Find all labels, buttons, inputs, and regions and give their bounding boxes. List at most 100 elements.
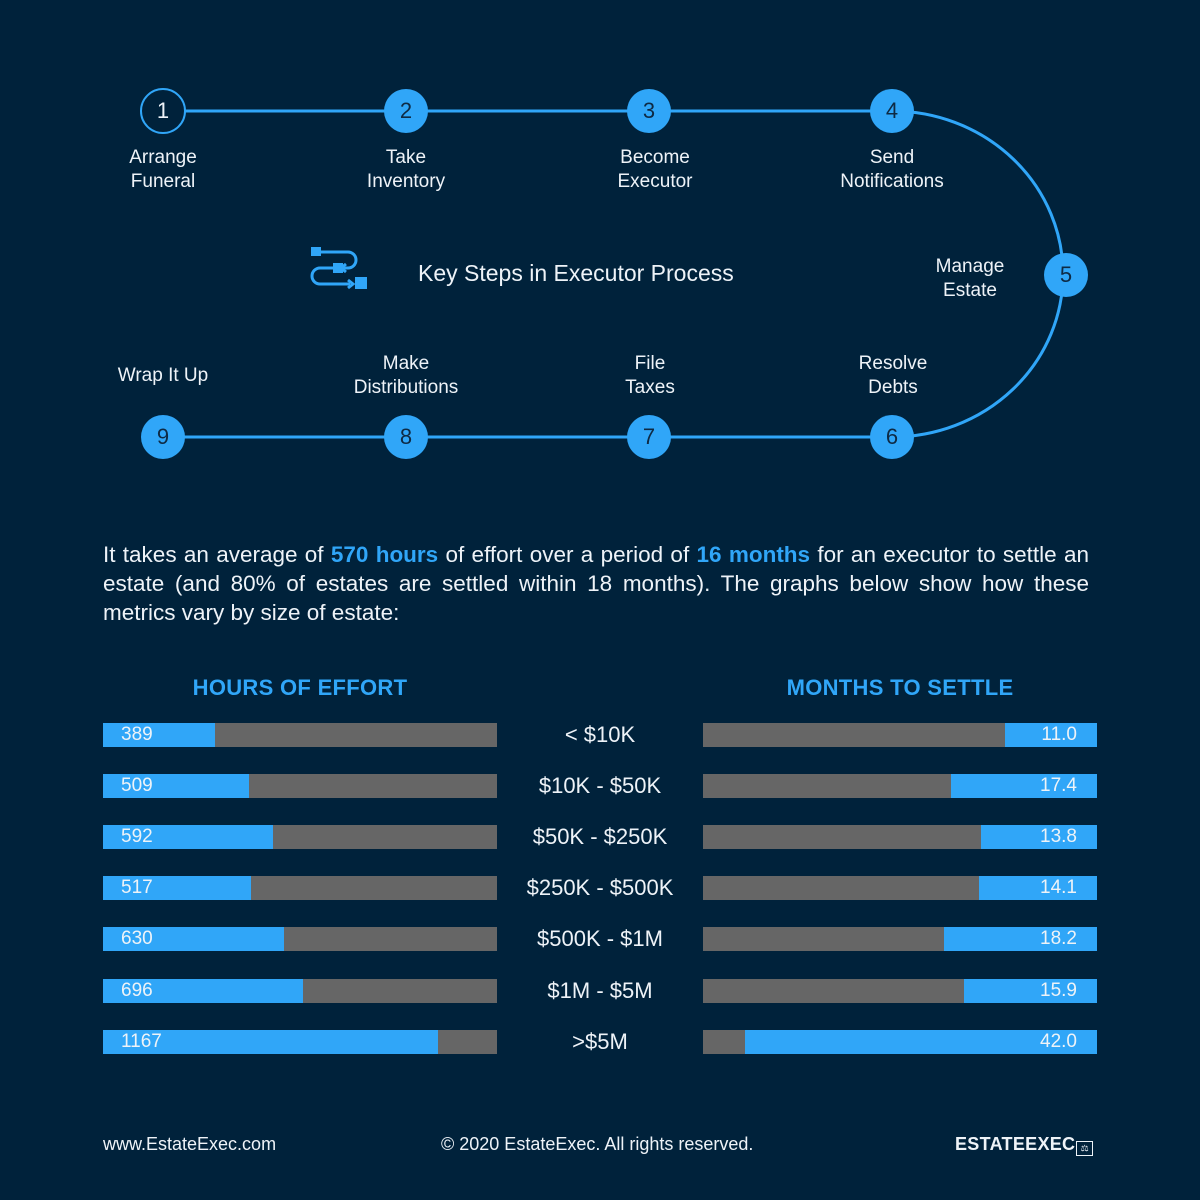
step-label-line: Wrap It Up: [117, 365, 209, 386]
step-label-line: Become: [620, 147, 690, 168]
process-path: [163, 109, 1065, 439]
hours-chart-title: HOURS OF EFFORT: [192, 675, 408, 700]
step-5-label: Manage Estate: [936, 255, 1005, 303]
months-bar: 18.2: [703, 927, 1097, 951]
step-label-line: Notifications: [840, 171, 944, 192]
months-value: 11.0: [1041, 724, 1077, 745]
estate-size-category: $1M - $5M: [547, 978, 653, 1003]
months-bar: 11.0: [703, 723, 1097, 747]
intro-text: for an executor to settle an estate (and…: [103, 542, 1089, 625]
months-bar: 17.4: [703, 774, 1097, 798]
step-2-label: Take Inventory: [367, 146, 445, 194]
step-number: 6: [885, 424, 899, 449]
step-5-node: 5: [1044, 253, 1088, 297]
step-label-line: Funeral: [130, 171, 196, 192]
step-label-line: Distributions: [353, 377, 459, 398]
step-number: 7: [642, 424, 656, 449]
footer-brand: ESTATEEXEC ⚖: [955, 1134, 1094, 1156]
estate-size-category: >$5M: [572, 1029, 628, 1054]
step-number: 5: [1059, 262, 1073, 287]
step-1-label: Arrange Funeral: [129, 146, 197, 194]
months-value: 13.8: [1040, 826, 1077, 847]
footer-url[interactable]: www.EstateExec.com: [103, 1134, 277, 1154]
hours-bar-fill: [103, 723, 215, 747]
highlight-months: 16 months: [696, 542, 811, 567]
hours-bar-fill: [103, 774, 249, 798]
step-6-label: Resolve Debts: [859, 352, 928, 400]
step-label-line: Send: [869, 147, 915, 168]
hours-bar: 1167: [103, 1030, 497, 1054]
step-9-node: 9: [141, 415, 185, 459]
step-label-line: Debts: [868, 377, 918, 398]
months-bar: 15.9: [703, 979, 1097, 1003]
footer-copyright: © 2020 EstateExec. All rights reserved.: [441, 1134, 754, 1154]
hours-bar-fill: [103, 876, 251, 900]
months-bar-fill: [1005, 723, 1097, 747]
step-number: 2: [399, 98, 413, 123]
hours-bar: 696: [103, 979, 497, 1003]
hours-bar-fill: [103, 1030, 438, 1054]
process-flow-icon: [308, 245, 370, 290]
months-value: 15.9: [1040, 980, 1077, 1001]
months-bar-fill: [745, 1030, 1097, 1054]
step-7-node: 7: [627, 415, 671, 459]
hours-value: 509: [121, 775, 153, 796]
step-2-node: 2: [384, 89, 428, 133]
brand-logo-text: ESTATEEXEC: [955, 1134, 1076, 1154]
estate-size-category: < $10K: [564, 722, 636, 747]
estate-size-category: $50K - $250K: [532, 824, 668, 849]
highlight-hours: 570 hours: [330, 542, 439, 567]
step-label-line: Resolve: [858, 353, 928, 374]
months-value: 17.4: [1040, 775, 1077, 796]
step-label-line: Arrange: [129, 147, 197, 168]
intro-paragraph: It takes an average of 570 hours of effo…: [103, 540, 1089, 627]
hours-bar-fill: [103, 825, 273, 849]
step-label-line: Taxes: [625, 377, 675, 398]
step-number: 3: [642, 98, 656, 123]
estate-size-category: $500K - $1M: [537, 926, 663, 951]
step-label-line: Take: [385, 147, 427, 168]
step-number: 1: [156, 98, 170, 123]
intro-text: It takes an average of: [103, 542, 331, 567]
hours-bar-fill: [103, 979, 303, 1003]
hours-value: 389: [121, 724, 153, 745]
step-number: 8: [399, 424, 413, 449]
hours-value: 696: [121, 980, 153, 1001]
months-bar-fill: [979, 876, 1097, 900]
months-bar-fill: [964, 979, 1097, 1003]
intro-text: of effort over a period of: [438, 542, 697, 567]
estate-size-category: $250K - $500K: [526, 875, 674, 900]
step-4-node: 4: [870, 89, 914, 133]
months-bar: 42.0: [703, 1030, 1097, 1054]
hours-value: 1167: [121, 1031, 162, 1052]
step-4-label: Send Notifications: [840, 146, 944, 194]
step-3-node: 3: [627, 89, 671, 133]
estate-size-category: $10K - $50K: [538, 773, 662, 798]
step-8-label: Make Distributions: [354, 352, 459, 400]
step-7-label: File Taxes: [625, 352, 675, 400]
hours-value: 517: [121, 877, 153, 898]
step-label-line: Manage: [935, 256, 1005, 277]
step-8-node: 8: [384, 415, 428, 459]
hours-value: 630: [121, 928, 153, 949]
months-value: 18.2: [1040, 928, 1077, 949]
step-6-node: 6: [870, 415, 914, 459]
step-label-line: Estate: [943, 280, 997, 301]
step-3-label: Become Executor: [618, 146, 693, 194]
months-bar: 13.8: [703, 825, 1097, 849]
months-chart-title: MONTHS TO SETTLE: [786, 675, 1014, 700]
months-value: 14.1: [1040, 877, 1077, 898]
months-bar-fill: [981, 825, 1097, 849]
step-label-line: File: [634, 353, 666, 374]
hours-value: 592: [121, 826, 153, 847]
hours-bar: 592: [103, 825, 497, 849]
step-1-node: 1: [140, 88, 186, 134]
hours-bar: 389: [103, 723, 497, 747]
process-title: Key Steps in Executor Process: [418, 260, 734, 286]
months-bar-fill: [951, 774, 1097, 798]
step-label-line: Executor: [617, 171, 693, 192]
hours-bar: 630: [103, 927, 497, 951]
months-bar: 14.1: [703, 876, 1097, 900]
hours-bar: 517: [103, 876, 497, 900]
hours-bar-fill: [103, 927, 284, 951]
